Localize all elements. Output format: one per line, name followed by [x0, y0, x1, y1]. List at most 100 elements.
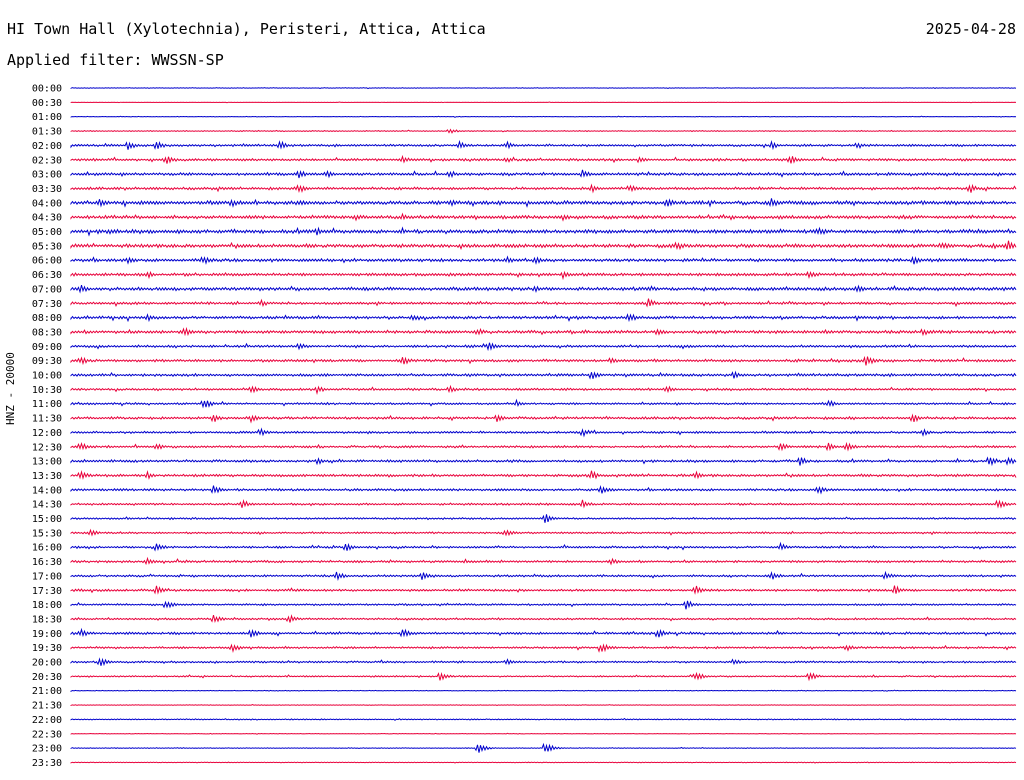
row-label-0830: 08:30 [32, 327, 62, 338]
row-label-1300: 13:00 [32, 457, 62, 468]
row-label-0730: 07:30 [32, 299, 62, 310]
row-label-1200: 12:00 [32, 428, 62, 439]
trace-1130 [70, 413, 1017, 424]
date-label: 2025-04-28 [925, 20, 1016, 38]
trace-1430 [70, 498, 1017, 509]
row-label-0000: 00:00 [32, 84, 62, 95]
trace-1730 [70, 585, 1017, 595]
row-label-1100: 11:00 [32, 399, 62, 410]
row-label-0700: 07:00 [32, 284, 62, 295]
trace-2300 [70, 742, 1017, 753]
trace-2100 [70, 689, 1017, 692]
trace-0730 [70, 298, 1017, 308]
trace-1000 [70, 370, 1017, 380]
trace-1600 [70, 541, 1017, 552]
row-label-0230: 02:30 [32, 155, 62, 166]
trace-2000 [70, 657, 1017, 667]
row-label-1530: 15:30 [32, 528, 62, 539]
trace-0330 [70, 183, 1017, 194]
row-label-1130: 11:30 [32, 414, 62, 425]
trace-1100 [70, 398, 1017, 409]
row-label-0600: 06:00 [32, 256, 62, 267]
row-label-1600: 16:00 [32, 543, 62, 554]
row-label-2330: 23:30 [32, 758, 62, 769]
trace-0030 [70, 101, 1017, 104]
trace-1500 [70, 514, 1017, 523]
row-label-1930: 19:30 [32, 643, 62, 654]
row-label-2130: 21:30 [32, 701, 62, 712]
trace-0230 [70, 154, 1017, 164]
row-label-1330: 13:30 [32, 471, 62, 482]
trace-1800 [70, 600, 1017, 610]
trace-1230 [70, 441, 1017, 452]
row-label-2200: 22:00 [32, 715, 62, 726]
trace-1530 [70, 528, 1017, 537]
trace-1900 [70, 627, 1017, 638]
row-label-1030: 10:30 [32, 385, 62, 396]
row-label-0430: 04:30 [32, 213, 62, 224]
row-label-2100: 21:00 [32, 686, 62, 697]
row-label-0930: 09:30 [32, 356, 62, 367]
trace-0600 [70, 255, 1017, 265]
trace-0830 [70, 326, 1017, 337]
row-label-0100: 01:00 [32, 112, 62, 123]
row-label-0400: 04:00 [32, 198, 62, 209]
row-label-0530: 05:30 [32, 241, 62, 252]
filter-label: Applied filter: WWSSN-SP [7, 51, 224, 69]
trace-0200 [70, 139, 1017, 151]
row-label-0800: 08:00 [32, 313, 62, 324]
trace-0100 [70, 115, 1017, 118]
trace-0430 [70, 212, 1017, 222]
trace-0800 [70, 313, 1017, 323]
station-title: HI Town Hall (Xylotechnia), Peristeri, A… [7, 20, 486, 38]
row-label-1430: 14:30 [32, 500, 62, 511]
trace-0400 [70, 198, 1017, 208]
trace-0530 [70, 240, 1017, 251]
row-label-0500: 05:00 [32, 227, 62, 238]
row-label-1730: 17:30 [32, 586, 62, 597]
trace-2130 [70, 703, 1017, 707]
trace-0130 [70, 128, 1017, 134]
trace-2330 [70, 761, 1017, 764]
trace-1330 [70, 470, 1017, 480]
row-label-2030: 20:30 [32, 672, 62, 683]
trace-2230 [70, 732, 1017, 735]
trace-2200 [70, 717, 1017, 721]
trace-0000 [70, 87, 1017, 90]
trace-0930 [70, 355, 1017, 366]
row-label-0130: 01:30 [32, 127, 62, 138]
row-label-1000: 10:00 [32, 371, 62, 382]
trace-2030 [70, 671, 1017, 682]
trace-0900 [70, 342, 1017, 352]
row-label-1900: 19:00 [32, 629, 62, 640]
trace-1830 [70, 614, 1017, 623]
row-label-0200: 02:00 [32, 141, 62, 152]
row-label-0300: 03:00 [32, 170, 62, 181]
row-label-1230: 12:30 [32, 442, 62, 453]
trace-0630 [70, 270, 1017, 281]
trace-1300 [70, 456, 1017, 467]
trace-1400 [70, 485, 1017, 495]
trace-0300 [70, 169, 1017, 179]
trace-1030 [70, 384, 1017, 396]
row-label-0330: 03:30 [32, 184, 62, 195]
row-label-1800: 18:00 [32, 600, 62, 611]
row-label-2300: 23:00 [32, 744, 62, 755]
trace-1200 [70, 427, 1017, 438]
row-label-1630: 16:30 [32, 557, 62, 568]
trace-0500 [70, 226, 1017, 237]
trace-1930 [70, 643, 1017, 654]
row-label-1400: 14:00 [32, 485, 62, 496]
trace-1700 [70, 570, 1017, 581]
trace-0700 [70, 284, 1017, 294]
row-label-0900: 09:00 [32, 342, 62, 353]
row-label-2000: 20:00 [32, 658, 62, 669]
row-label-0630: 06:30 [32, 270, 62, 281]
row-label-2230: 22:30 [32, 729, 62, 740]
row-label-0030: 00:30 [32, 98, 62, 109]
row-label-1700: 17:00 [32, 571, 62, 582]
trace-1630 [70, 556, 1017, 566]
row-label-1830: 18:30 [32, 614, 62, 625]
row-label-1500: 15:00 [32, 514, 62, 525]
